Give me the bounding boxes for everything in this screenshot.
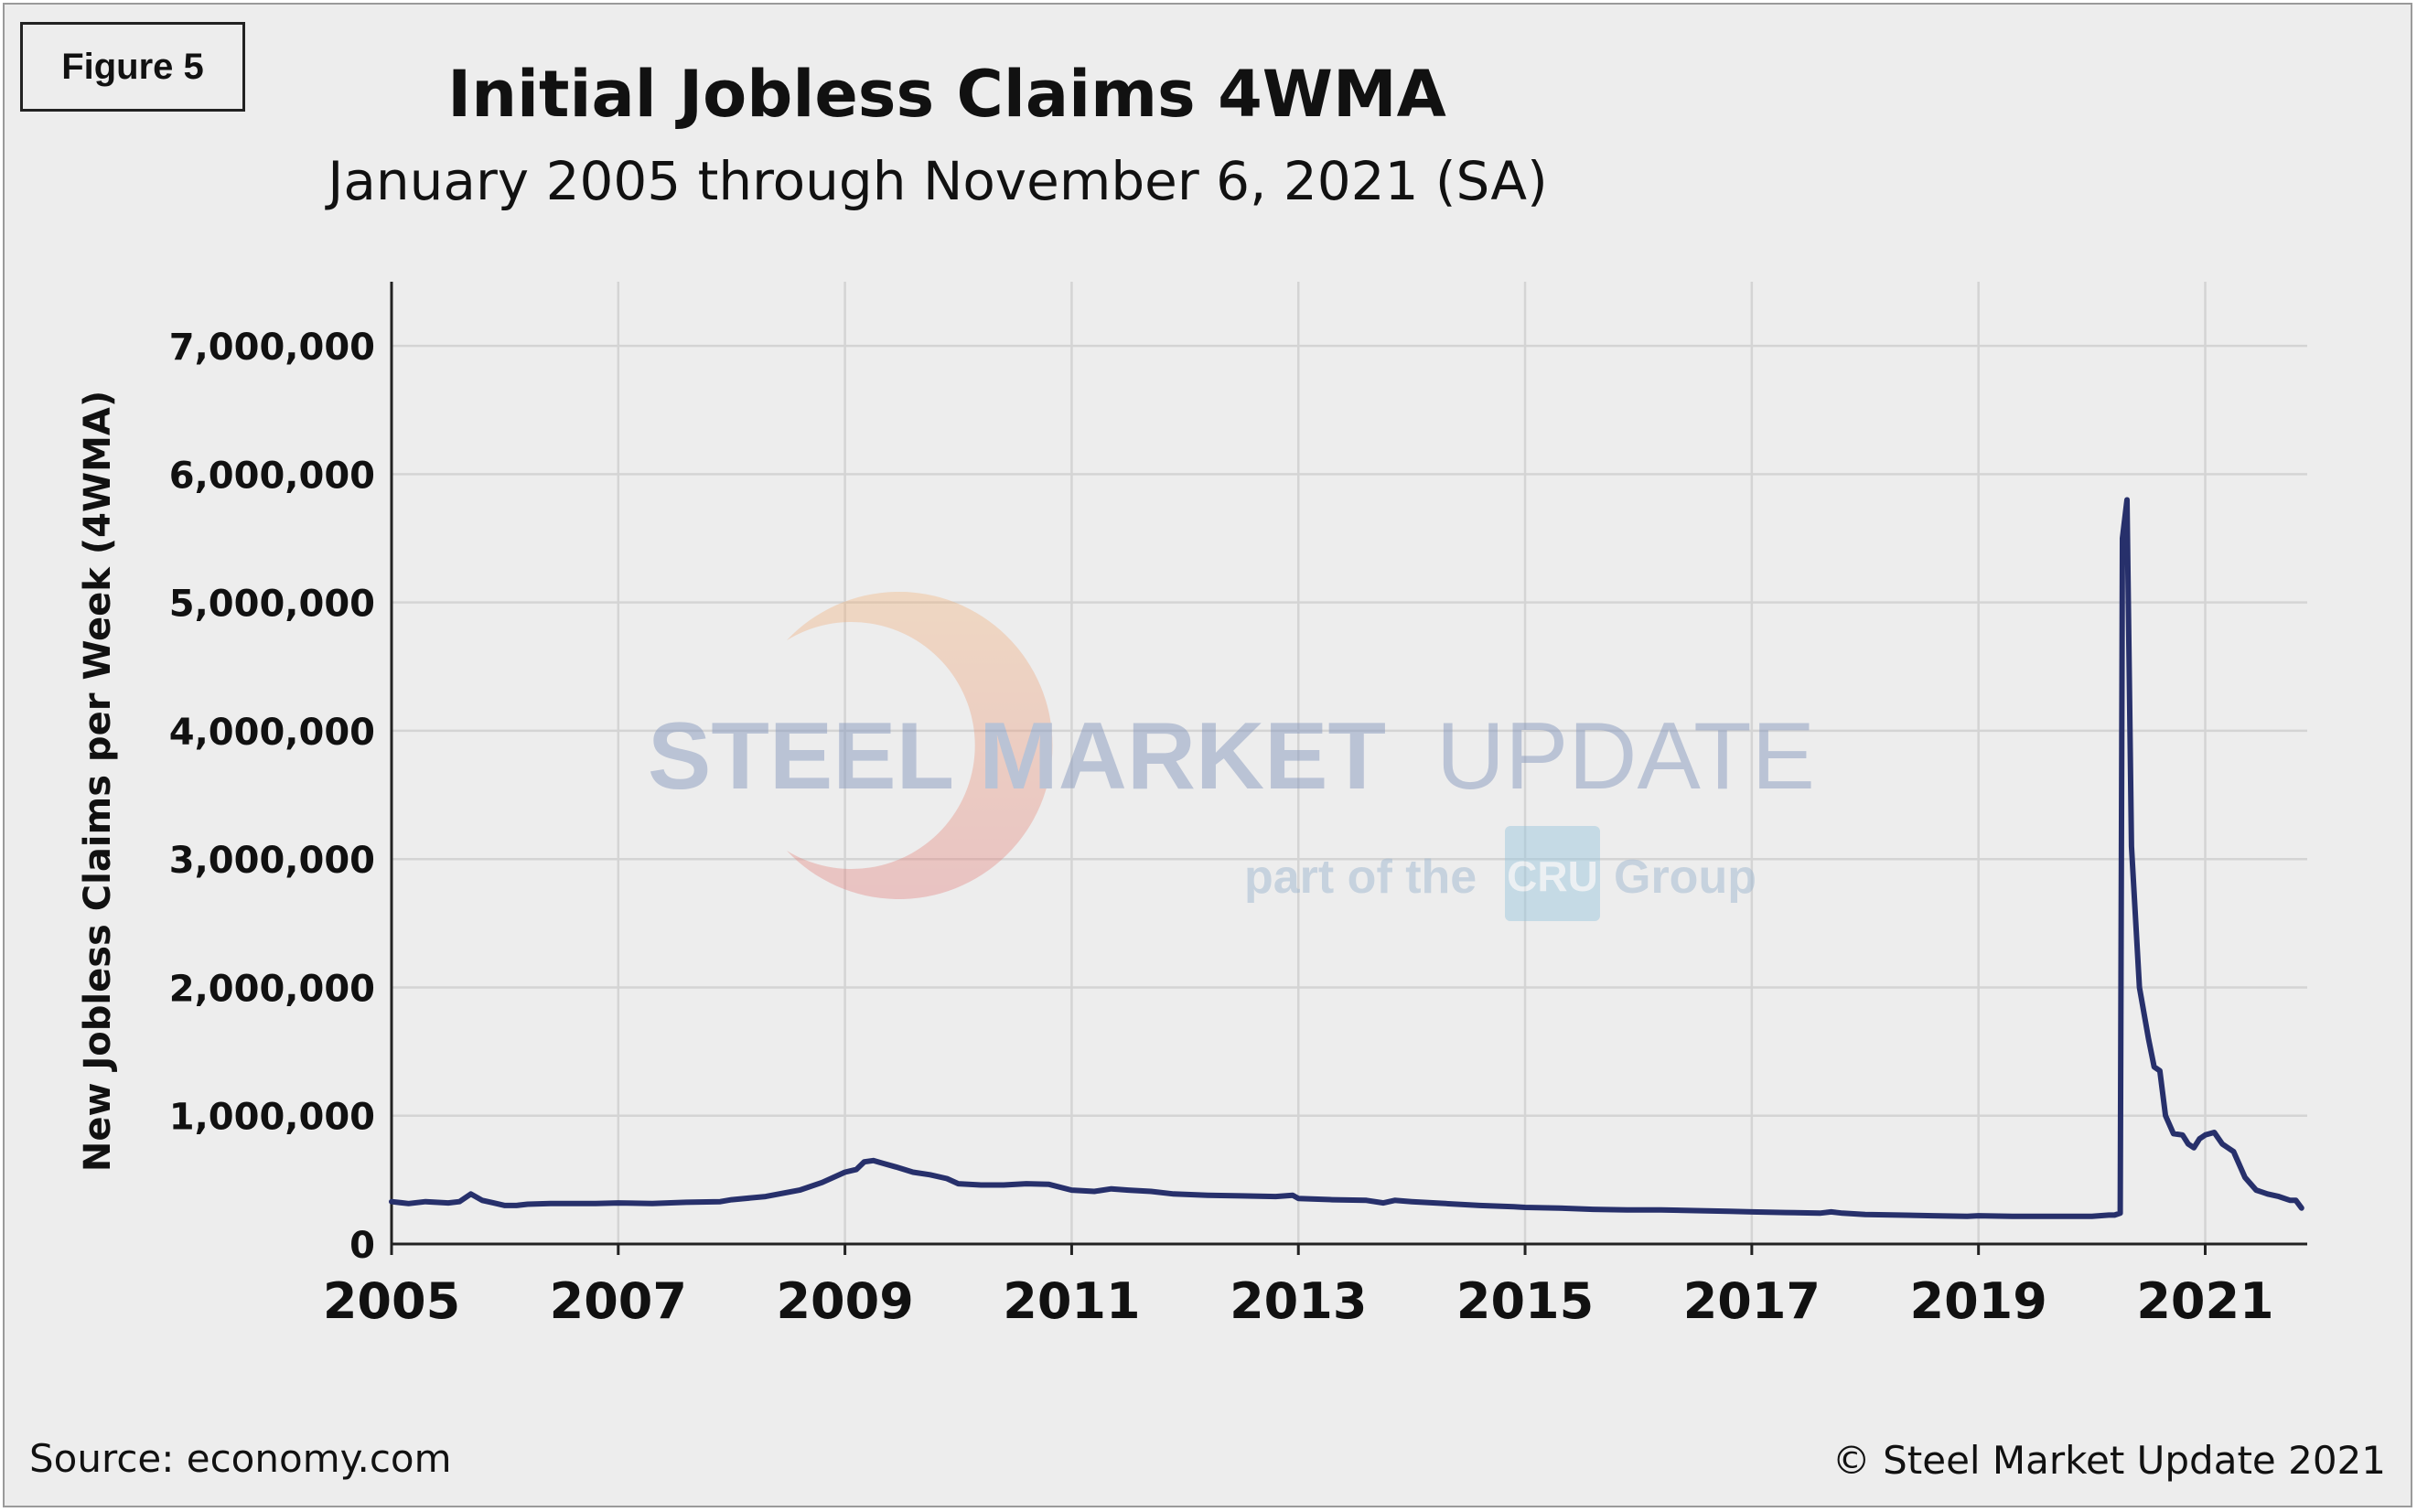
x-tick-label: 2005	[323, 1272, 460, 1330]
chart-title: Initial Jobless Claims 4WMA	[447, 57, 1446, 132]
x-tick-label: 2017	[1683, 1272, 1821, 1330]
label-layer: 0 1,000,000 2,000,000 3,000,000 4,000,000 5,0…	[77, 327, 2274, 1330]
watermark-cru-logo: CRU	[1507, 853, 1598, 900]
chart-subtitle: January 2005 through November 6, 2021 (S…	[328, 150, 1548, 212]
watermark-tagline-suffix: Group	[1614, 851, 1756, 904]
watermark: STEEL MARKET UPDATE part of the CRU Grou…	[648, 592, 1815, 921]
watermark-brand: STEEL MARKET UPDATE	[648, 703, 1815, 810]
series-line-0	[389, 497, 2304, 1219]
y-tick-label: 7,000,000	[169, 327, 375, 369]
y-tick-label: 6,000,000	[169, 455, 375, 497]
source-note: Source: economy.com	[29, 1436, 452, 1481]
x-tick-label: 2011	[1003, 1272, 1140, 1330]
y-tick-label: 1,000,000	[169, 1097, 375, 1139]
figure-frame	[3, 3, 2412, 1507]
x-tick-label: 2009	[776, 1272, 913, 1330]
y-tick-label: 5,000,000	[169, 584, 375, 626]
x-tick-label: 2019	[1910, 1272, 2047, 1330]
watermark-brand-bold: STEEL MARKET	[648, 703, 1386, 810]
figure-label: Figure 5	[20, 22, 245, 112]
watermark-brand-light: UPDATE	[1436, 703, 1815, 810]
watermark-tagline-prefix: part of the	[1244, 851, 1477, 904]
watermark-cru-box	[1505, 826, 1600, 921]
axes-layer	[390, 282, 2307, 1255]
copyright-note: © Steel Market Update 2021	[1832, 1438, 2386, 1483]
y-tick-label: 3,000,000	[169, 840, 375, 882]
x-tick-label: 2015	[1456, 1272, 1594, 1330]
x-tick-label: 2007	[550, 1272, 687, 1330]
series-layer	[389, 497, 2304, 1219]
y-tick-label: 2,000,000	[169, 968, 375, 1010]
y-tick-label: 4,000,000	[169, 712, 375, 754]
y-tick-label: 0	[349, 1225, 375, 1267]
x-tick-label: 2021	[2136, 1272, 2273, 1330]
x-tick-label: 2013	[1230, 1272, 1367, 1330]
watermark-crescent	[787, 592, 1053, 899]
grid-layer	[392, 282, 2307, 1244]
y-axis-title: New Jobless Claims per Week (4WMA)	[77, 391, 119, 1172]
